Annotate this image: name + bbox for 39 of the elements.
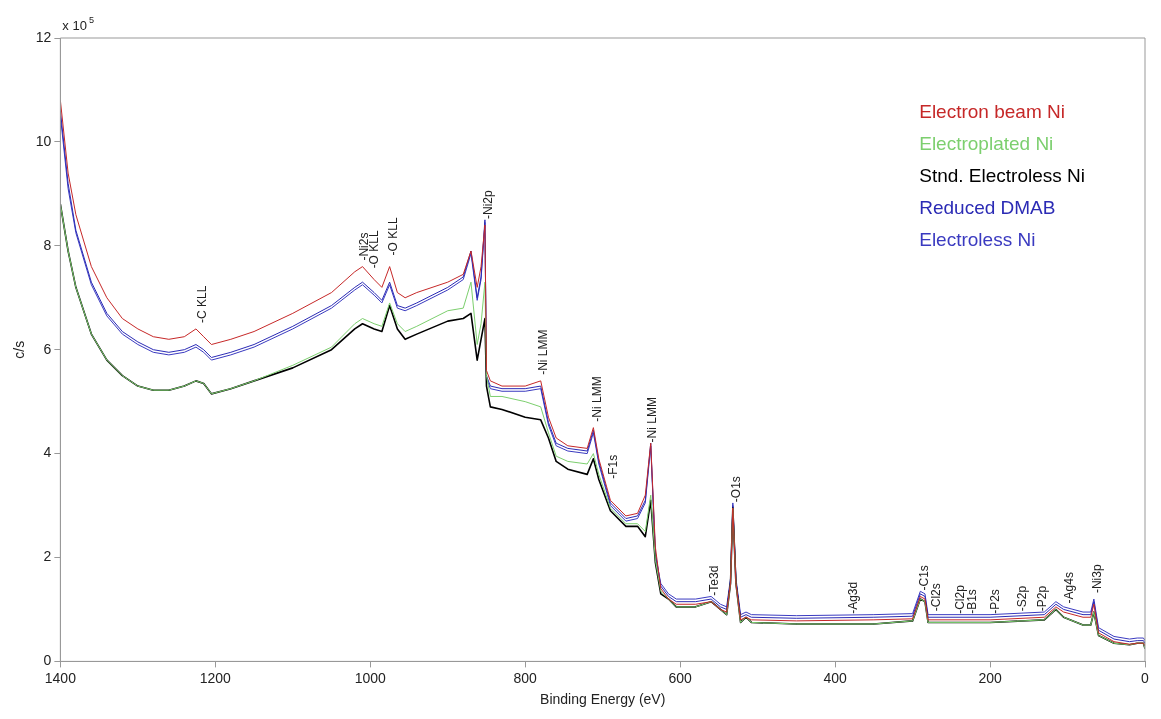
annotation: -S2p — [1015, 585, 1030, 612]
x-tick-label: 1200 — [199, 669, 232, 686]
y-tick-label: 10 — [35, 132, 52, 149]
annotation: -C1s — [916, 565, 931, 591]
x-tick-label: 800 — [513, 669, 538, 686]
annotation: -Ag4s — [1062, 572, 1077, 604]
x-tick-label: 400 — [823, 669, 847, 686]
y-axis-title: c/s — [11, 340, 28, 359]
y-tick-label: 0 — [43, 652, 52, 669]
x-axis-title: Binding Energy (eV) — [540, 691, 666, 708]
annotation: -Ag3d — [846, 581, 861, 614]
annotation: -Ni2p — [481, 190, 496, 220]
annotation: -Ni3p — [1090, 564, 1105, 594]
annotation: -F1s — [605, 454, 620, 479]
annotation: -Ni LMM — [644, 397, 659, 443]
y-tick-label: 2 — [43, 548, 52, 565]
x-tick-label: 1400 — [44, 669, 77, 686]
annotation: -Te3d — [707, 565, 722, 596]
annotation: -C KLL — [194, 285, 209, 323]
text: Electron beam Ni — [919, 101, 1065, 123]
y-tick-label: 8 — [43, 236, 52, 253]
annotation: -P2s — [987, 589, 1002, 614]
x-tick-label: 200 — [978, 669, 1002, 686]
annotation: -Cl2s — [929, 583, 944, 612]
annotation: -O1s — [729, 476, 744, 503]
annotation: -O KLL — [385, 217, 400, 256]
text: Reduced DMAB — [919, 197, 1056, 219]
y-tick-label: 4 — [43, 444, 52, 461]
x-tick-label: 600 — [668, 669, 693, 686]
y-tick-label: 12 — [35, 28, 52, 45]
annotation: -P2p — [1035, 585, 1050, 612]
text: Electroless Ni — [919, 229, 1036, 251]
text: Stnd. Electroless Ni — [919, 165, 1086, 187]
text: Electroplated Ni — [919, 133, 1054, 155]
x-tick-label: 1000 — [354, 669, 387, 686]
y-tick-label: 6 — [43, 340, 52, 357]
annotation: -Ni LMM — [536, 329, 551, 375]
annotation: -Ni LMM — [589, 376, 604, 422]
x-tick-label: 0 — [1141, 669, 1150, 686]
